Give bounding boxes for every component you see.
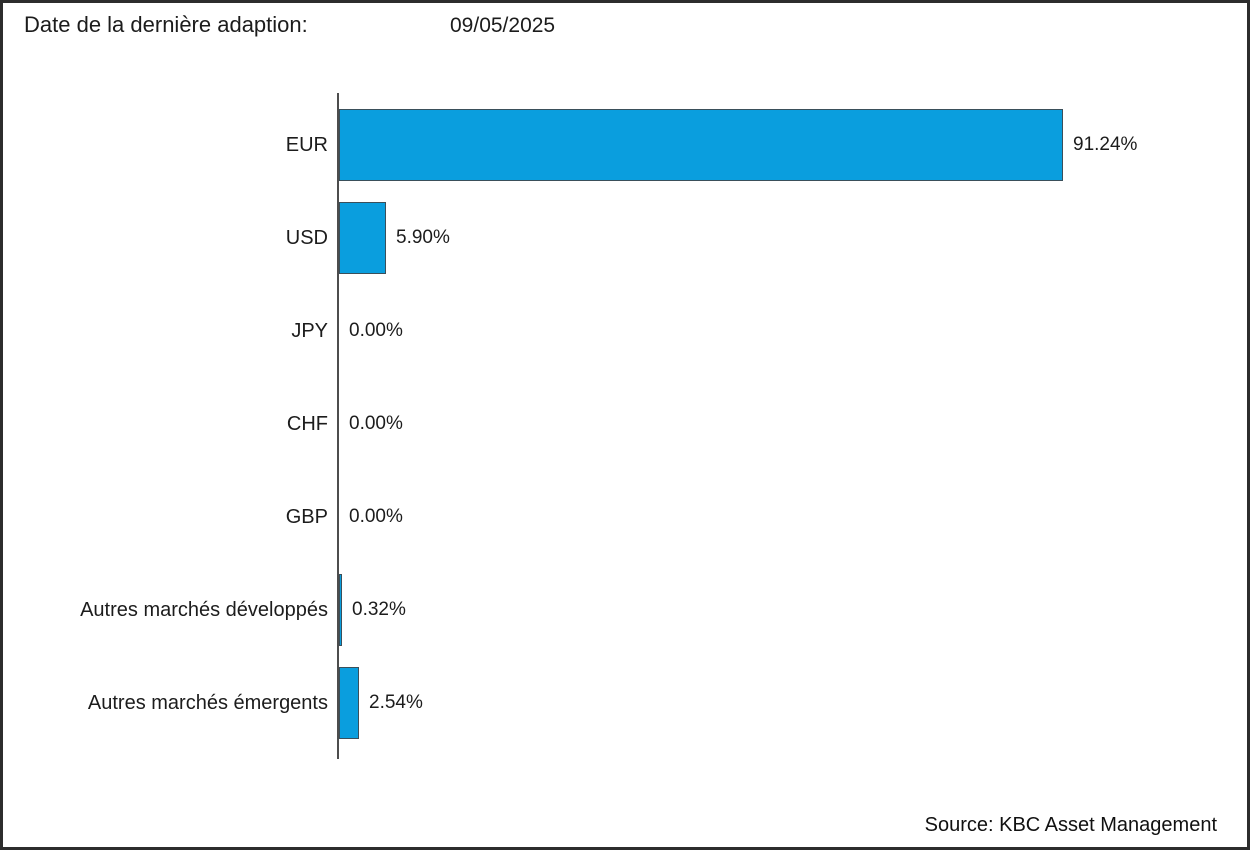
value-label: 0.00% — [349, 320, 403, 341]
category-label: EUR — [285, 134, 328, 156]
currency-bar-chart: EUR 91.24% USD 5.90% JPY 0.00% CHF 0.00% GBP 0.00… — [3, 3, 1247, 847]
category-label: JPY — [291, 320, 328, 342]
value-label: 0.00% — [349, 413, 403, 434]
value-label: 0.32% — [352, 599, 406, 620]
category-label: Autres marchés développés — [80, 599, 328, 621]
y-axis-line — [337, 93, 339, 759]
bar — [339, 202, 386, 274]
value-label: 2.54% — [369, 692, 423, 713]
category-label: Autres marchés émergents — [87, 692, 328, 714]
value-label: 0.00% — [349, 506, 403, 527]
last-adaption-date-value: 09/05/2025 — [450, 14, 556, 37]
source-text: Source: KBC Asset Management — [924, 814, 1217, 836]
category-label: GBP — [285, 506, 328, 528]
category-label: USD — [285, 227, 328, 249]
bar — [339, 109, 1063, 181]
value-label: 5.90% — [396, 227, 450, 248]
last-adaption-date-label: Date de la dernière adaption: — [24, 12, 308, 37]
bar — [339, 574, 342, 646]
category-label: CHF — [286, 413, 328, 435]
value-label: 91.24% — [1073, 134, 1138, 155]
bar — [339, 667, 359, 739]
